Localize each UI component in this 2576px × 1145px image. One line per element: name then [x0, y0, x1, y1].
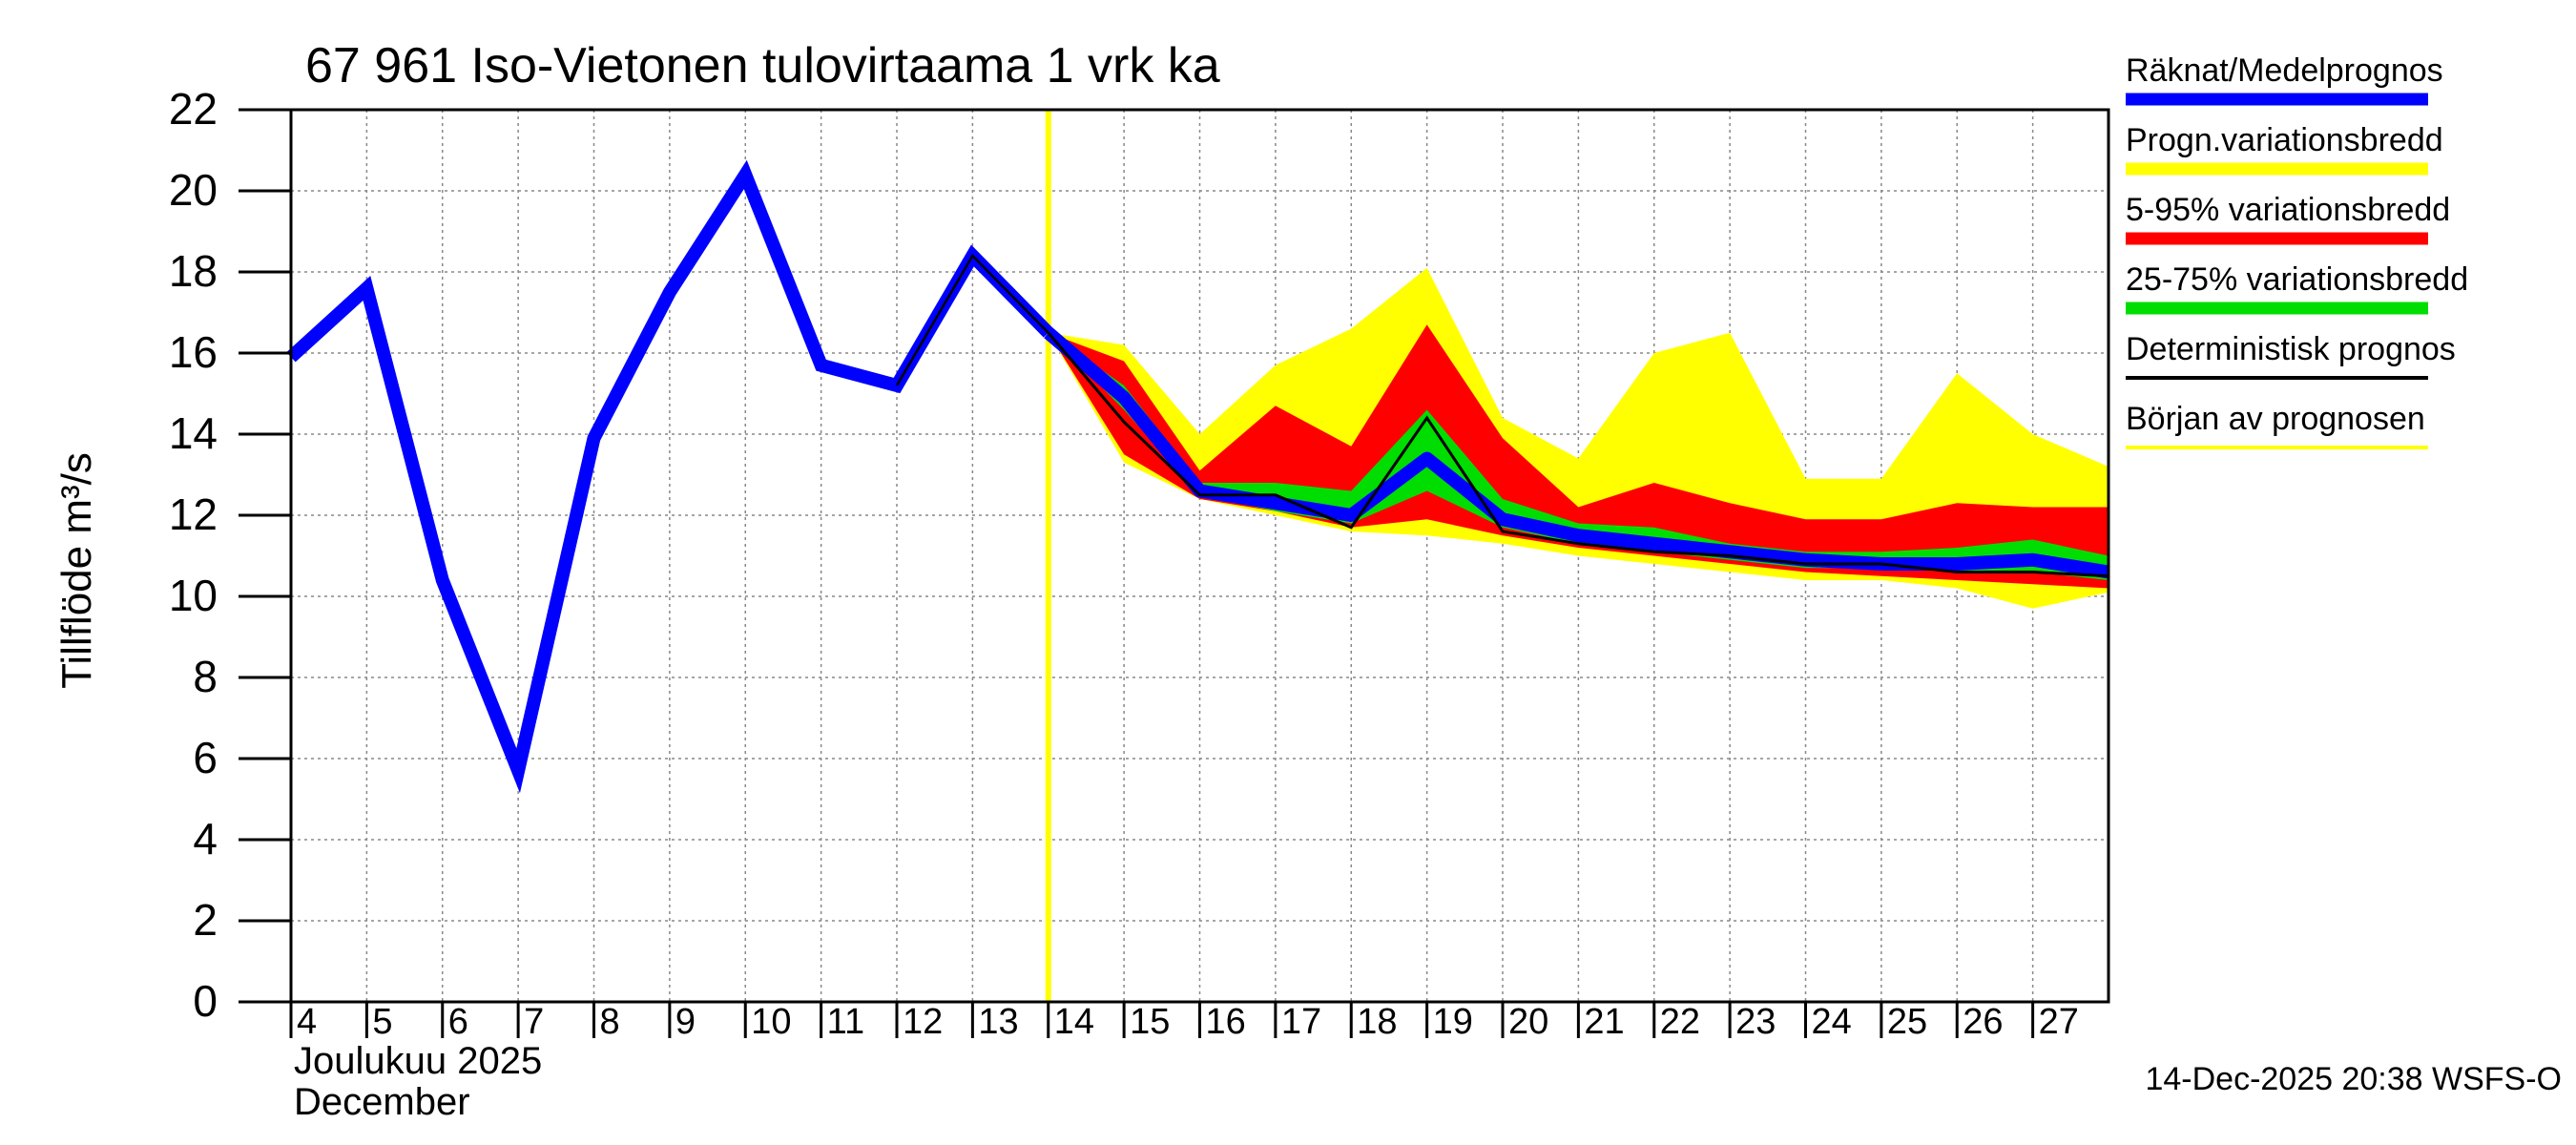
- x-tick-label: 13: [978, 1002, 1018, 1042]
- y-tick-label: 16: [169, 327, 218, 377]
- x-tick-label: 10: [751, 1002, 791, 1042]
- legend-label: Deterministisk prognos: [2126, 331, 2456, 367]
- y-tick-label: 10: [169, 571, 218, 620]
- y-tick-label: 12: [169, 489, 218, 539]
- y-tick-label: 2: [193, 895, 218, 945]
- legend-label: 5-95% variationsbredd: [2126, 192, 2450, 228]
- legend-label: Räknat/Medelprognos: [2126, 52, 2443, 89]
- legend-label: 25-75% variationsbredd: [2126, 261, 2468, 298]
- x-tick-label: 6: [448, 1002, 468, 1042]
- y-tick-label: 22: [169, 84, 218, 134]
- y-tick-label: 4: [193, 814, 218, 864]
- x-tick-label: 26: [1963, 1002, 2003, 1042]
- deterministic-line: [1047, 331, 2109, 578]
- x-tick-label: 16: [1206, 1002, 1246, 1042]
- x-tick-label: 11: [827, 1002, 864, 1042]
- y-tick-label: 0: [193, 976, 218, 1026]
- x-tick-label: 9: [675, 1002, 696, 1042]
- legend-label: Början av prognosen: [2126, 401, 2425, 437]
- x-tick-label: 15: [1130, 1002, 1170, 1042]
- x-axis-month-label-sv: December: [294, 1081, 470, 1123]
- y-tick-label: 18: [169, 246, 218, 296]
- x-tick-label: 7: [524, 1002, 544, 1042]
- x-tick-label: 24: [1812, 1002, 1852, 1042]
- legend: Räknat/Medelprognos Progn.variationsbredd…: [2126, 52, 2468, 449]
- legend-label: Progn.variationsbredd: [2126, 122, 2443, 158]
- y-tick-label: 8: [193, 652, 218, 701]
- x-tick-label: 18: [1357, 1002, 1397, 1042]
- y-tick-label: 14: [169, 408, 218, 458]
- band-5-95: [1048, 324, 2109, 589]
- x-tick-label: 8: [600, 1002, 620, 1042]
- y-tick-label: 20: [169, 165, 218, 215]
- x-tick-label: 12: [903, 1002, 943, 1042]
- x-tick-label: 21: [1584, 1002, 1624, 1042]
- x-tick-label: 25: [1887, 1002, 1927, 1042]
- x-tick-label: 4: [297, 1002, 317, 1042]
- footer-timestamp: 14-Dec-2025 20:38 WSFS-O: [2145, 1061, 2562, 1097]
- x-tick-label: 17: [1281, 1002, 1321, 1042]
- y-axis-label: Tillflöde m³/s: [53, 452, 100, 689]
- deterministic-history-line: [895, 253, 1049, 386]
- x-axis-month-label: Joulukuu 2025: [294, 1040, 542, 1082]
- chart-title: 67 961 Iso-Vietonen tulovirtaama 1 vrk k…: [305, 38, 1220, 94]
- x-tick-label: 14: [1054, 1002, 1094, 1042]
- x-tick-label: 23: [1735, 1002, 1776, 1042]
- x-tick-label: 27: [2039, 1002, 2079, 1042]
- x-tick-label: 5: [372, 1002, 392, 1042]
- x-tick-label: 20: [1508, 1002, 1548, 1042]
- x-tick-label: 19: [1433, 1002, 1473, 1042]
- y-tick-label: 6: [193, 733, 218, 782]
- x-tick-label: 22: [1660, 1002, 1700, 1042]
